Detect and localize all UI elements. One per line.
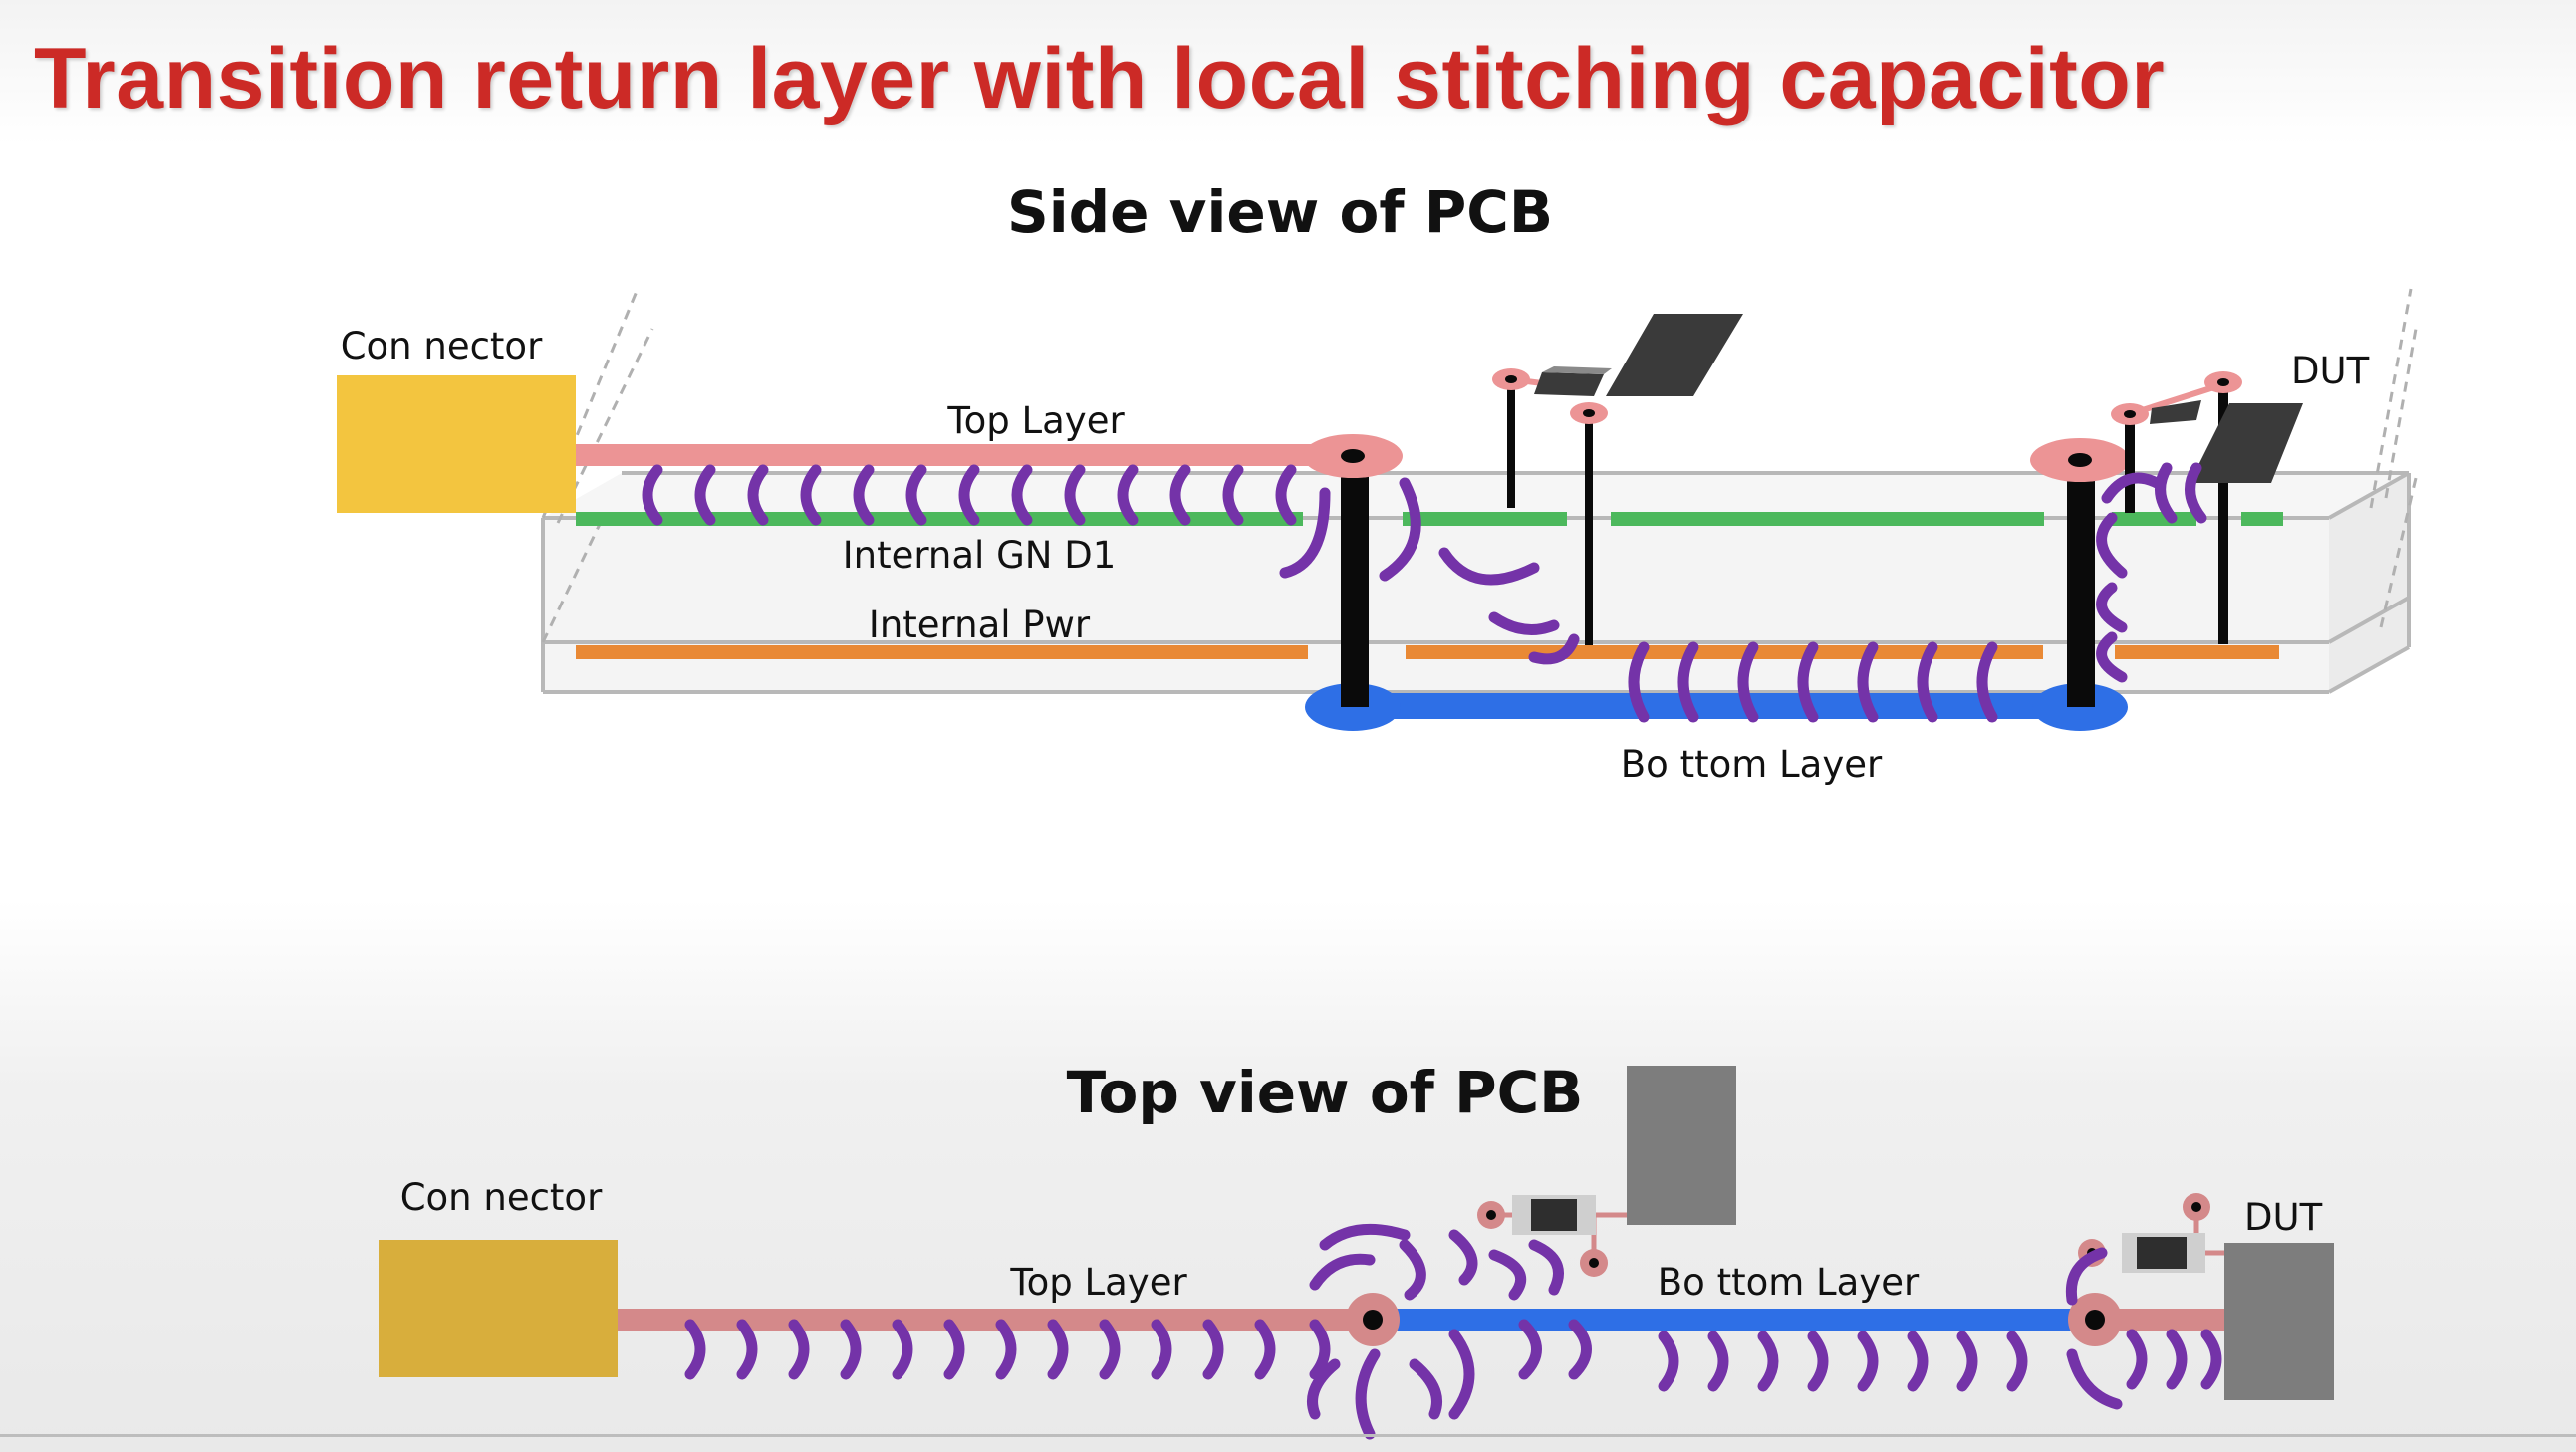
dut-trace-top (2095, 1309, 2224, 1331)
slide-title: Transition return layer with local stitc… (34, 31, 2166, 126)
board-body (543, 518, 2329, 692)
via-pad-2 (2030, 438, 2130, 482)
dut-top (2078, 1193, 2334, 1400)
bottom-layer-label-top: Bo ttom Layer (1658, 1261, 1920, 1304)
bottom-layer-label: Bo ttom Layer (1621, 743, 1883, 786)
top-layer-trace-top (618, 1309, 1373, 1331)
stitching-capacitor-top (1477, 1066, 1736, 1277)
signal-via-2 (2067, 456, 2095, 707)
connector-block (337, 375, 576, 513)
connector-block-top (379, 1240, 618, 1377)
bottom-rule (0, 1434, 2576, 1437)
return-current-arcs-top (684, 1223, 2222, 1440)
internal-pwr-layer (576, 645, 2279, 659)
via-top-2 (2068, 1293, 2122, 1346)
top-view-heading: Top view of PCB (1067, 1059, 1584, 1126)
connector-label: Con nector (341, 325, 543, 367)
side-view: Side view of PCB Con nector (337, 178, 2418, 786)
bottom-layer-trace-top (1373, 1309, 2095, 1331)
stitching-capacitor-dut (2111, 371, 2303, 644)
top-layer-label-top: Top Layer (1009, 1261, 1187, 1304)
board-top-face (543, 473, 2409, 518)
via-top-1 (1346, 1293, 1400, 1346)
board-side-face (2329, 473, 2409, 692)
dut-chip (2190, 403, 2303, 483)
top-layer-label: Top Layer (946, 399, 1125, 442)
top-layer-trace (576, 444, 1353, 466)
chip-left (1606, 314, 1743, 396)
signal-via-1 (1341, 456, 1369, 707)
top-view: Top view of PCB Con nector Top Layer Bo … (379, 1059, 2334, 1440)
dut-label-top: DUT (2244, 1196, 2323, 1239)
pwr-layer-label: Internal Pwr (869, 604, 1091, 646)
side-view-heading: Side view of PCB (1007, 178, 1553, 246)
return-current-arcs-side (642, 462, 2207, 723)
gnd-layer-label: Internal GN D1 (843, 534, 1117, 577)
connector-label-top: Con nector (400, 1176, 603, 1219)
via-pad-1 (1303, 434, 1403, 478)
internal-gnd1-layer (576, 512, 2283, 526)
dut-label: DUT (2291, 350, 2370, 392)
stitching-capacitor-side (1492, 314, 1743, 645)
